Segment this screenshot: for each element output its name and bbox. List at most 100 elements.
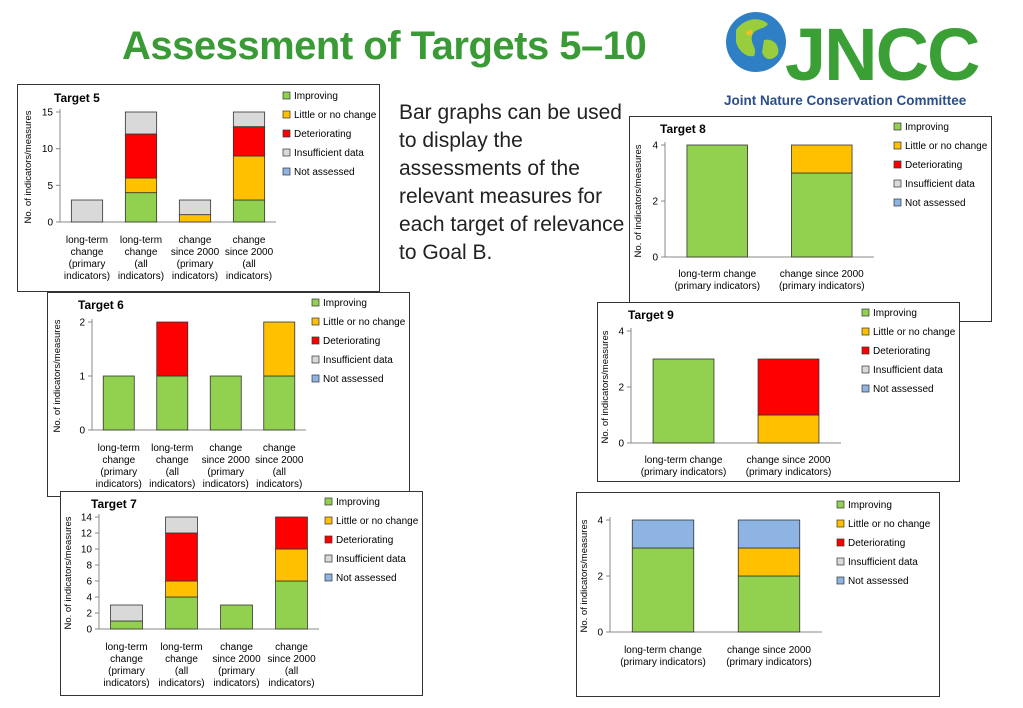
x-category-label: long-term change (primary indicators)	[641, 455, 727, 478]
legend-label: Not assessed	[294, 167, 355, 178]
legend-label: Insufficient data	[848, 557, 918, 568]
globe-icon	[726, 12, 786, 72]
x-category-label-line: change since 2000	[780, 269, 864, 280]
x-category-label-line: (primary indicators)	[674, 281, 760, 292]
legend-label: Improving	[905, 122, 949, 133]
y-axis-label: No. of indicators/measures	[633, 144, 644, 257]
x-category-label: change since 2000 (primary indicators)	[746, 455, 832, 478]
y-tick-label: 4	[597, 516, 603, 527]
chart-target7: Target 7 No. of indicators/measures 0 2 4 6 8 1…	[63, 497, 419, 689]
bar-segment-little-or-no-change	[791, 144, 853, 174]
legend-label: Not assessed	[336, 573, 397, 584]
legend-swatch	[282, 167, 291, 176]
legend-swatch	[893, 179, 902, 188]
y-axis-label: No. of indicators/measures	[63, 516, 74, 629]
legend-label: Deteriorating	[848, 538, 905, 549]
x-category-label-line: (primary	[177, 259, 214, 270]
y-tick-label: 4	[86, 593, 92, 604]
legend-label: Little or no change	[323, 317, 406, 328]
x-category-label-line: long-term	[98, 443, 140, 454]
legend-label: Not assessed	[905, 198, 966, 209]
x-category-label-line: (primary	[207, 467, 244, 478]
y-tick-label: 5	[47, 181, 53, 192]
legend-swatch	[836, 500, 845, 509]
legend-label: Insufficient data	[336, 554, 406, 565]
x-category-label: change since 2000 (primary indicators)	[202, 443, 251, 490]
x-category-label-line: (primary	[69, 259, 106, 270]
x-category-label-line: change	[209, 443, 242, 454]
x-category-label-line: change	[110, 654, 143, 665]
x-category-label-line: indicators)	[213, 678, 259, 689]
chart-panel-target9: Target 9 No. of indicators/measures 0 2 4 lon…	[597, 302, 960, 482]
legend-label: Little or no change	[873, 327, 956, 338]
bar-segment-insufficient-data	[232, 111, 266, 128]
bar-segment-improving	[275, 580, 308, 630]
legend-label: Insufficient data	[873, 365, 943, 376]
x-category-label-line: indicators)	[268, 678, 314, 689]
x-category-label-line: since 2000	[212, 654, 261, 665]
x-category-label: long-term change (primary indicators)	[103, 642, 149, 689]
x-category-label-line: long-term change	[678, 269, 756, 280]
x-category-label-line: change	[156, 455, 189, 466]
y-tick-label: 15	[42, 108, 54, 119]
chart-panel-target7: Target 7 No. of indicators/measures 0 2 4 6 8 1…	[60, 491, 423, 696]
legend-swatch	[836, 538, 845, 547]
y-axis-label: No. of indicators/measures	[23, 110, 34, 223]
legend-label: Insufficient data	[323, 355, 393, 366]
x-category-label: change since 2000 (all indicators)	[267, 642, 316, 689]
x-category-label-line: since 2000	[255, 455, 304, 466]
legend-swatch	[893, 122, 902, 131]
x-category-label: long-term change (primary indicators)	[674, 269, 760, 292]
logo-wordmark: JNCC	[785, 13, 980, 96]
legend-swatch	[893, 160, 902, 169]
x-category-label-line: long-term	[66, 235, 108, 246]
legend-label: Improving	[873, 308, 917, 319]
y-tick-label: 0	[597, 628, 603, 639]
x-category-label-line: change	[179, 235, 212, 246]
y-axis-label: No. of indicators/measures	[579, 519, 590, 632]
bar-segment-little-or-no-change	[232, 155, 266, 201]
x-category-label-line: long-term	[160, 642, 202, 653]
chart-target9: Target 9 No. of indicators/measures 0 2 4 lon…	[600, 308, 956, 478]
x-category-label: long-term change (primary indicators)	[64, 235, 110, 282]
legend-label: Little or no change	[905, 141, 988, 152]
legend-label: Not assessed	[873, 384, 934, 395]
legend-label: Improving	[294, 91, 338, 102]
x-category-label: change since 2000 (all indicators)	[225, 235, 274, 282]
legend-label: Insufficient data	[905, 179, 975, 190]
chart-title: Target 5	[54, 91, 100, 105]
bar-segment-little-or-no-change	[178, 214, 212, 223]
x-category-label-line: (all	[273, 467, 286, 478]
legend-swatch	[836, 557, 845, 566]
x-category-label: change since 2000 (primary indicators)	[212, 642, 261, 689]
x-category-label-line: indicators)	[149, 479, 195, 490]
x-category-label-line: change	[125, 247, 158, 258]
bar-segment-little-or-no-change	[124, 177, 158, 194]
bar-segment-improving	[263, 375, 296, 431]
y-tick-label: 10	[42, 144, 54, 155]
legend-swatch	[324, 497, 333, 506]
bar-segment-little-or-no-change	[757, 414, 820, 444]
chart-title: Target 7	[91, 497, 137, 511]
x-category-label-line: (primary indicators)	[620, 657, 706, 668]
bar-segment-improving	[209, 375, 242, 431]
bar-segment-improving	[791, 172, 853, 258]
bar-segment-deteriorating	[757, 358, 820, 416]
legend-label: Not assessed	[323, 374, 384, 385]
y-tick-label: 2	[86, 609, 92, 620]
y-tick-label: 0	[79, 426, 85, 437]
legend-swatch	[324, 554, 333, 563]
chart-target10: No. of indicators/measures 0 2 4 long-term c…	[579, 500, 931, 668]
x-category-label-line: (primary	[100, 467, 137, 478]
bar-segment-improving	[110, 620, 143, 630]
legend-label: Little or no change	[336, 516, 419, 527]
y-tick-label: 4	[652, 141, 658, 152]
legend-swatch	[311, 298, 320, 307]
x-category-label-line: indicators)	[203, 479, 249, 490]
x-category-label-line: indicators)	[118, 271, 164, 282]
y-tick-label: 6	[86, 577, 92, 588]
caption-text: Bar graphs can be used to display the as…	[399, 101, 625, 264]
x-category-label-line: (primary	[218, 666, 255, 677]
x-category-label: long-term change (primary indicators)	[620, 645, 706, 668]
bar-segment-improving	[102, 375, 135, 431]
